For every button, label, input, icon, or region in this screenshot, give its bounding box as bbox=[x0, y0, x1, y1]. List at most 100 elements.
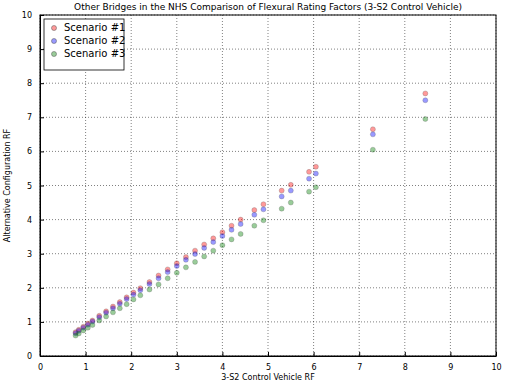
point bbox=[211, 248, 216, 253]
tick-label: 3 bbox=[175, 363, 180, 372]
point bbox=[183, 265, 188, 270]
grid bbox=[40, 15, 496, 356]
tick-mark bbox=[40, 254, 44, 255]
tick: 4 bbox=[220, 352, 225, 372]
point bbox=[288, 182, 293, 187]
title: Other Bridges in the NHS Comparison of F… bbox=[74, 2, 462, 12]
legend-label: Scenario #3 bbox=[64, 48, 125, 59]
axis-line bbox=[41, 356, 497, 357]
legend-marker bbox=[52, 26, 57, 31]
legend-label: Scenario #1 bbox=[64, 22, 125, 33]
tick-mark bbox=[40, 220, 44, 221]
point bbox=[288, 200, 293, 205]
tick-label: 8 bbox=[403, 363, 408, 372]
tick-mark bbox=[314, 352, 315, 356]
point bbox=[202, 245, 207, 250]
series bbox=[73, 91, 428, 335]
y-axis-label: Alternative Configuration RF bbox=[3, 128, 12, 242]
point bbox=[252, 212, 257, 217]
point bbox=[252, 208, 257, 213]
point bbox=[85, 325, 90, 330]
grid-line-x bbox=[450, 15, 451, 356]
tick-mark bbox=[496, 352, 497, 356]
tick: 0 bbox=[27, 352, 44, 361]
tick: 10 bbox=[22, 11, 44, 20]
point bbox=[252, 223, 257, 228]
tick: 7 bbox=[357, 352, 362, 372]
point bbox=[423, 98, 428, 103]
plot-frame bbox=[40, 15, 496, 356]
legend-marker bbox=[52, 39, 57, 44]
tick-mark bbox=[131, 352, 132, 356]
x-axis-label: 3-S2 Control Vehicle RF bbox=[221, 373, 315, 382]
tick-mark bbox=[40, 151, 44, 152]
point bbox=[104, 314, 109, 319]
point bbox=[220, 233, 225, 238]
point bbox=[211, 240, 216, 245]
tick: 9 bbox=[448, 352, 453, 372]
tick: 3 bbox=[175, 352, 180, 372]
tick-mark bbox=[40, 288, 44, 289]
tick: 3 bbox=[27, 250, 44, 259]
tick-label: 10 bbox=[22, 11, 32, 20]
grid-line-y bbox=[40, 185, 496, 186]
point bbox=[229, 227, 234, 232]
tick-mark bbox=[405, 352, 406, 356]
grid-line-x bbox=[176, 15, 177, 356]
legend-label: Scenario #2 bbox=[64, 35, 125, 46]
point bbox=[131, 292, 136, 297]
tick-label: 3 bbox=[27, 250, 32, 259]
point bbox=[279, 194, 284, 199]
tick-mark bbox=[40, 83, 44, 84]
point bbox=[124, 302, 129, 307]
point bbox=[193, 259, 198, 264]
tick: 2 bbox=[129, 352, 134, 372]
tick-label: 0 bbox=[38, 363, 43, 372]
point bbox=[138, 293, 143, 298]
point bbox=[165, 270, 170, 275]
tick: 10 bbox=[491, 352, 501, 372]
point bbox=[229, 237, 234, 242]
point bbox=[261, 202, 266, 207]
point bbox=[124, 297, 129, 302]
tick: 2 bbox=[27, 284, 44, 293]
point bbox=[423, 117, 428, 122]
point bbox=[117, 306, 122, 311]
tick-mark bbox=[222, 352, 223, 356]
tick-mark bbox=[359, 352, 360, 356]
tick-label: 5 bbox=[27, 182, 32, 191]
tick-mark bbox=[40, 322, 44, 323]
tick: 7 bbox=[27, 113, 44, 122]
point bbox=[288, 188, 293, 193]
point bbox=[370, 132, 375, 137]
tick-mark bbox=[86, 352, 87, 356]
point bbox=[307, 169, 312, 174]
tick-label: 1 bbox=[27, 318, 32, 327]
tick: 8 bbox=[27, 79, 44, 88]
point bbox=[97, 318, 102, 323]
point bbox=[156, 282, 161, 287]
grid-line-y bbox=[40, 253, 496, 254]
legend-marker bbox=[52, 52, 57, 57]
point bbox=[174, 263, 179, 268]
grid-line-x bbox=[222, 15, 223, 356]
tick-label: 7 bbox=[27, 113, 32, 122]
tick: 9 bbox=[27, 45, 44, 54]
tick-label: 1 bbox=[84, 363, 89, 372]
tick: 4 bbox=[27, 216, 44, 225]
chart: 012345678910012345678910Scenario #1Scena… bbox=[0, 0, 506, 384]
grid-line-y bbox=[40, 151, 496, 152]
tick: 1 bbox=[27, 318, 44, 327]
point bbox=[307, 176, 312, 181]
point bbox=[202, 254, 207, 259]
point bbox=[183, 257, 188, 262]
point bbox=[220, 243, 225, 248]
tick-label: 9 bbox=[448, 363, 453, 372]
tick-label: 9 bbox=[27, 45, 32, 54]
point bbox=[313, 164, 318, 169]
tick-mark bbox=[40, 186, 44, 187]
legend: Scenario #1 Scenario #2 Scenario #3 bbox=[44, 19, 125, 70]
points bbox=[73, 91, 428, 338]
point bbox=[156, 276, 161, 281]
tick-mark bbox=[40, 356, 44, 357]
